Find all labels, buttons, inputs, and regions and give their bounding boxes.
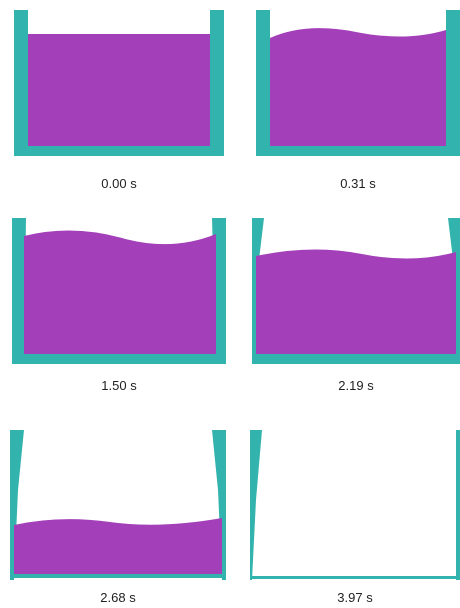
frame-caption-4: 2.19 s — [338, 378, 374, 393]
frame-panel-6: 3.97 s — [250, 430, 460, 605]
frame-caption-1: 0.00 s — [101, 176, 137, 191]
simulation-frame-6 — [250, 430, 460, 580]
frame-caption-6: 3.97 s — [337, 590, 373, 605]
simulation-frame-3 — [12, 218, 226, 364]
frame-caption-3: 1.50 s — [101, 378, 137, 393]
frame-caption-2: 0.31 s — [340, 176, 376, 191]
frame-panel-3: 1.50 s — [12, 218, 226, 393]
simulation-frame-2 — [256, 10, 460, 156]
simulation-frame-1 — [12, 10, 226, 156]
simulation-frame-4 — [252, 218, 460, 364]
frame-caption-5: 2.68 s — [100, 590, 136, 605]
frame-panel-2: 0.31 s — [256, 10, 460, 200]
simulation-frame-5 — [10, 430, 226, 580]
frame-panel-5: 2.68 s — [10, 430, 226, 605]
frame-panel-1: 0.00 s — [12, 10, 226, 200]
frame-panel-4: 2.19 s — [252, 218, 460, 393]
